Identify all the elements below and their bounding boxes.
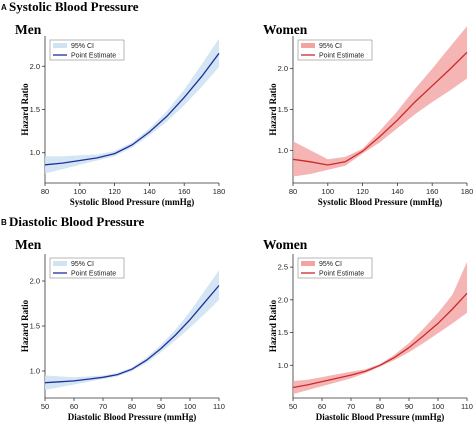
y-axis-label: Hazard Ratio [20,83,30,136]
ci-band [293,261,467,395]
y-tick-label: 2.5 [278,263,288,272]
y-tick-label: 1.5 [278,328,288,337]
section-a-letter: A [1,3,7,12]
x-tick-label: 160 [178,187,191,196]
x-tick-label: 50 [41,402,49,411]
legend-ci-swatch [53,43,67,48]
ci-band [45,38,219,174]
x-tick-label: 80 [128,402,136,411]
x-tick-label: 140 [391,187,404,196]
x-tick-label: 110 [213,402,225,411]
legend: 95% CI Point Estimate [49,39,125,61]
x-tick-label: 100 [74,187,87,196]
legend-ci-label: 95% CI [319,43,342,50]
legend-estimate-label: Point Estimate [71,53,116,60]
x-tick-label: 180 [461,187,474,196]
y-tick-label: 2.0 [278,64,288,73]
x-tick-label: 70 [99,402,107,411]
section-a-header: A Systolic Blood Pressure [1,0,139,14]
panel-title: Men [15,22,42,37]
y-tick-label: 2.0 [30,277,40,286]
legend-ci-label: 95% CI [71,261,94,268]
legend-estimate-label: Point Estimate [319,53,364,60]
x-tick-label: 100 [322,187,335,196]
y-tick-label: 2.0 [30,62,40,71]
x-tick-label: 60 [318,402,326,411]
x-tick-label: 180 [213,187,226,196]
x-axis-label: Diastolic Blood Pressure (mmHg) [68,412,196,422]
x-tick-label: 60 [70,402,78,411]
y-axis-label: Hazard Ratio [268,83,278,136]
y-tick-label: 1.0 [278,146,288,155]
legend-ci-swatch [301,261,315,266]
section-a-title: Systolic Blood Pressure [9,0,139,14]
x-axis-label: Diastolic Blood Pressure (mmHg) [316,412,444,422]
panel-men-diastolic: Men 1.0 1.5 2.0 50 60 70 80 90 100 110 Diastolic Bl… [15,237,225,422]
y-axis-label: Hazard Ratio [268,299,278,352]
y-tick-label: 2.0 [278,295,288,304]
ci-band [45,270,219,390]
section-b-header: B Diastolic Blood Pressure [1,214,145,229]
legend-ci-swatch [301,43,315,48]
point-estimate-line [44,52,220,166]
panel-men-systolic: Men 1.0 1.5 2.0 80 100 120 140 160 180 Systolic Bl… [15,22,225,207]
x-axis-label: Systolic Blood Pressure (mmHg) [70,197,194,207]
legend-box [49,39,125,61]
panel-title: Women [263,22,308,37]
panel-title: Women [263,237,308,252]
legend-ci-label: 95% CI [71,43,94,50]
x-axis-label: Systolic Blood Pressure (mmHg) [318,197,442,207]
y-tick-label: 1.5 [30,105,40,114]
x-tick-label: 50 [289,402,297,411]
legend-box [49,257,125,279]
x-tick-label: 80 [289,187,297,196]
panel-title: Men [15,237,42,252]
legend-estimate-label: Point Estimate [319,271,364,278]
y-tick-label: 1.5 [30,322,40,331]
x-tick-label: 90 [405,402,413,411]
legend-estimate-label: Point Estimate [71,271,116,278]
x-tick-label: 80 [376,402,384,411]
panel-women-systolic: Women 1.0 1.5 2.0 80 100 120 140 160 180 Systolic … [263,22,473,207]
x-tick-label: 70 [347,402,355,411]
legend: 95% CI Point Estimate [297,257,373,279]
legend-ci-label: 95% CI [319,261,342,268]
y-tick-label: 1.0 [30,148,40,157]
x-tick-label: 120 [108,187,121,196]
legend-box [297,257,373,279]
x-tick-label: 160 [426,187,439,196]
x-tick-label: 80 [41,187,49,196]
y-tick-label: 1.0 [30,367,40,376]
legend-box [297,39,373,61]
x-tick-label: 100 [432,402,445,411]
y-axis-label: Hazard Ratio [20,299,30,352]
point-estimate-line [292,51,468,166]
point-estimate-line [44,285,220,384]
x-tick-label: 140 [143,187,156,196]
section-b-title: Diastolic Blood Pressure [9,214,145,229]
y-tick-label: 1.0 [278,361,288,370]
x-tick-label: 90 [157,402,165,411]
section-b-letter: B [1,218,7,227]
x-tick-label: 120 [356,187,369,196]
legend-ci-swatch [53,261,67,266]
x-tick-label: 100 [184,402,197,411]
legend: 95% CI Point Estimate [49,257,125,279]
panel-women-diastolic: Women 1.0 1.5 2.0 2.5 50 60 70 80 90 100 110 Diastol… [263,237,473,422]
y-tick-label: 1.5 [278,105,288,114]
point-estimate-line [292,292,468,389]
legend: 95% CI Point Estimate [297,39,373,61]
x-tick-label: 110 [461,402,473,411]
